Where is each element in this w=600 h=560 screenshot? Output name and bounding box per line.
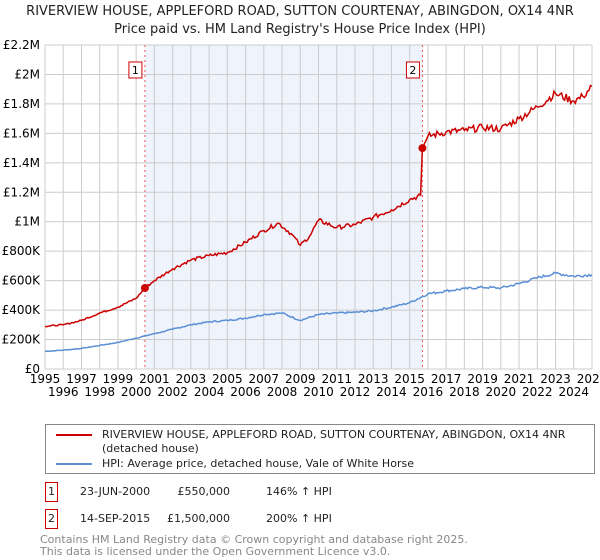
y-tick-label: £2.2M — [3, 38, 40, 52]
chart-subtitle: Price paid vs. HM Land Registry's House … — [114, 22, 486, 37]
x-tick-label: 2015 — [394, 372, 425, 386]
transaction-price: £550,000 — [177, 485, 231, 498]
x-tick-label: 2019 — [467, 372, 498, 386]
series-line — [44, 84, 593, 328]
x-tick-label: 2020 — [486, 385, 517, 399]
x-tick-label: 2024 — [558, 385, 589, 399]
y-tick-label: £1.2M — [3, 185, 40, 199]
footer: Contains HM Land Registry data © Crown c… — [40, 534, 468, 558]
x-tick-label: 2010 — [303, 385, 334, 399]
sale-label-box — [405, 61, 420, 79]
y-tick-label: £1.8M — [3, 97, 40, 111]
x-tick-label: 2003 — [176, 372, 207, 386]
shaded-period — [144, 45, 423, 369]
x-tick-label: 2005 — [212, 372, 243, 386]
x-tick-label: 2011 — [321, 372, 352, 386]
y-tick-label: £800K — [2, 244, 42, 258]
sale-label: 2 — [409, 64, 416, 77]
x-tick-label: 2022 — [522, 385, 553, 399]
sale-label-box — [128, 61, 143, 79]
x-tick-label: 2025 — [577, 372, 600, 386]
footer-line: This data is licensed under the Open Gov… — [40, 545, 391, 558]
legend-swatch-property — [56, 434, 92, 436]
sale-point — [140, 284, 149, 292]
transaction-price: £1,500,000 — [167, 512, 230, 525]
x-tick-label: 2008 — [267, 385, 298, 399]
price-chart: £0 £200K £400K £600K £800K £1M £1.2M £1.4M £1.6M… — [2, 38, 600, 399]
x-tick-label: 2012 — [340, 385, 371, 399]
x-tick-label: 1998 — [84, 385, 115, 399]
x-tick-label: 2001 — [139, 372, 170, 386]
transaction-row: 1 23-JUN-2000 £550,000 146% ↑ HPI — [45, 482, 465, 502]
y-tick-label: £200K — [2, 333, 42, 347]
y-tick-label: £1.4M — [3, 156, 40, 170]
transaction-date: 23-JUN-2000 — [80, 485, 151, 498]
legend: RIVERVIEW HOUSE, APPLEFORD ROAD, SUTTON … — [45, 424, 595, 474]
transaction-date: 14-SEP-2015 — [80, 512, 151, 525]
legend-hpi: HPI: Average price, detached house, Vale… — [102, 457, 414, 470]
chart-title: RIVERVIEW HOUSE, APPLEFORD ROAD, SUTTON … — [26, 4, 574, 19]
marker-badge: 1 — [45, 482, 58, 502]
y-tick-label: £600K — [2, 274, 42, 288]
x-tick-label: 1997 — [66, 372, 97, 386]
sale-point — [418, 144, 427, 153]
x-tick-label: 2016 — [413, 385, 444, 399]
y-tick-label: £0 — [25, 362, 40, 376]
legend-swatch-hpi — [56, 463, 92, 465]
x-tick-label: 2014 — [376, 385, 407, 399]
marker-badge: 2 — [45, 509, 58, 529]
x-tick-label: 2023 — [540, 372, 571, 386]
y-tick-label: £2M — [14, 67, 40, 81]
x-tick-label: 2013 — [358, 372, 389, 386]
transaction-hpi: 146% ↑ HPI — [266, 485, 332, 498]
transaction-hpi: 200% ↑ HPI — [266, 512, 332, 525]
x-tick-label: 2002 — [157, 385, 188, 399]
footer-line: Contains HM Land Registry data © Crown c… — [40, 533, 468, 546]
x-tick-label: 2006 — [230, 385, 261, 399]
x-tick-label: 2009 — [285, 372, 316, 386]
x-tick-label: 2021 — [504, 372, 535, 386]
sale-label: 1 — [132, 64, 139, 77]
y-tick-label: £1M — [14, 215, 40, 229]
legend-property: RIVERVIEW HOUSE, APPLEFORD ROAD, SUTTON … — [102, 428, 566, 455]
series-line — [44, 271, 593, 353]
x-tick-label: 2017 — [431, 372, 462, 386]
transaction-row: 2 14-SEP-2015 £1,500,000 200% ↑ HPI — [45, 509, 465, 529]
y-tick-label: £1.6M — [3, 126, 40, 140]
x-tick-label: 2007 — [249, 372, 280, 386]
x-tick-label: 1996 — [48, 385, 79, 399]
y-tick-label: £400K — [2, 303, 42, 317]
x-tick-label: 1999 — [103, 372, 134, 386]
x-tick-label: 2004 — [194, 385, 225, 399]
x-tick-label: 2018 — [449, 385, 480, 399]
x-tick-label: 1995 — [30, 372, 61, 386]
x-tick-label: 2000 — [121, 385, 152, 399]
